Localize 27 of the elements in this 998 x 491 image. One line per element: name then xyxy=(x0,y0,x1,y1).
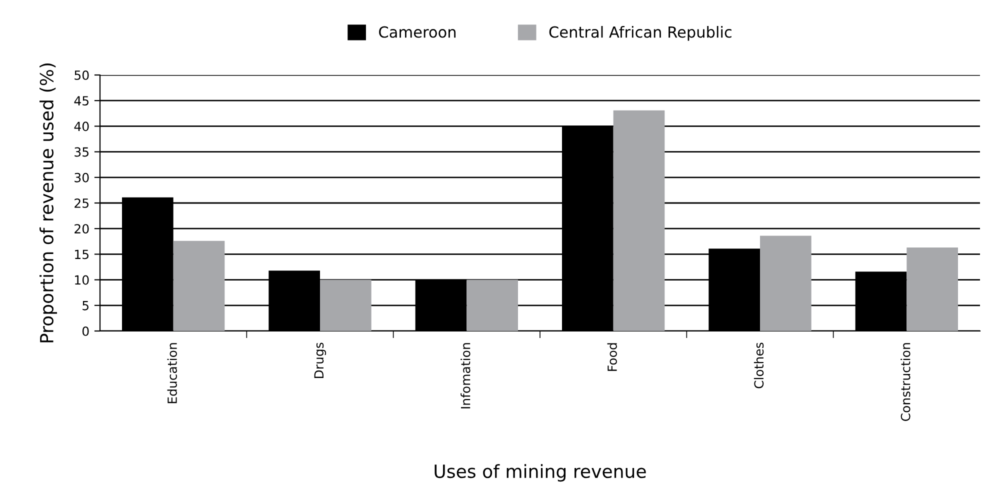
y-tick-label: 25 xyxy=(74,198,88,208)
y-tick-label: 45 xyxy=(74,96,88,106)
y-tick-label: 30 xyxy=(74,172,89,182)
y-tick-label: 10 xyxy=(75,275,89,285)
legend-label: Central African Republic xyxy=(549,26,732,41)
bar xyxy=(466,280,518,331)
x-tick-label: Food xyxy=(607,343,617,371)
y-tick-label: 15 xyxy=(75,250,88,260)
x-tick-label: Drugs xyxy=(314,342,326,378)
bar xyxy=(173,240,225,331)
bar xyxy=(906,248,958,331)
x-tick-label: Clothes xyxy=(754,342,764,388)
y-tick-label: 20 xyxy=(74,224,89,234)
x-tick-label: Infomation xyxy=(460,343,470,408)
y-tick-label: 40 xyxy=(74,122,89,132)
bar xyxy=(320,280,372,331)
y-tick-label: 50 xyxy=(74,70,89,80)
x-tick-label: Education xyxy=(167,343,177,404)
legend-label: Cameroon xyxy=(379,26,456,38)
x-axis-title: Uses of mining revenue xyxy=(434,464,646,482)
x-tick-label: Construction xyxy=(900,343,910,421)
bar xyxy=(613,110,665,331)
y-axis-title: Proportion of revenue used (%) xyxy=(40,64,58,342)
y-tick-label: 0 xyxy=(82,326,89,336)
y-tick-label: 5 xyxy=(82,301,88,310)
y-tick-label: 35 xyxy=(74,147,88,157)
bar xyxy=(760,236,812,331)
